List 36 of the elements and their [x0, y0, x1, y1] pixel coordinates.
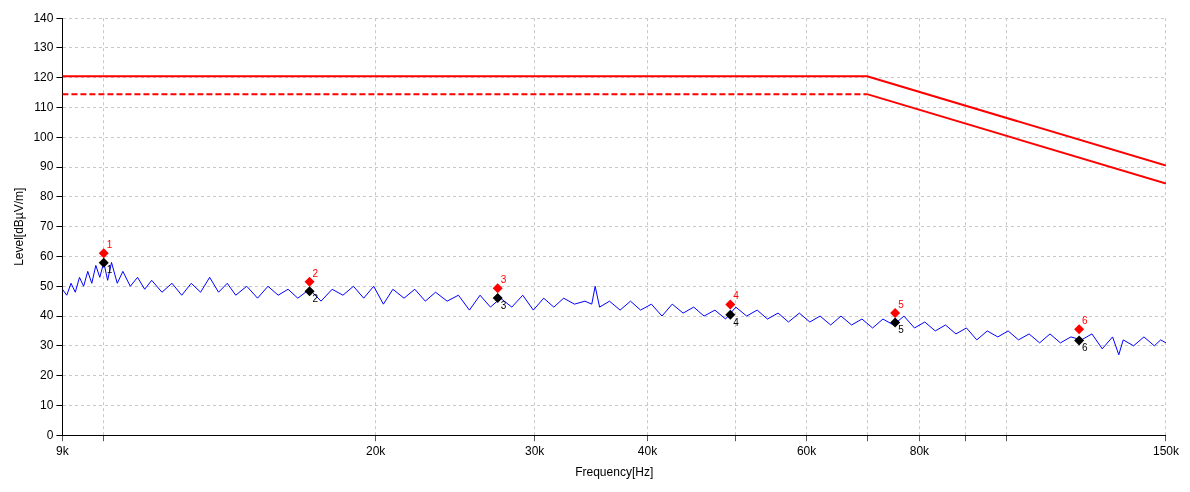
y-tick-label: 110 [34, 99, 54, 114]
x-axis-title: Frequency[Hz] [575, 465, 654, 480]
annotation: 3 [500, 299, 507, 311]
y-tick-label: 90 [40, 159, 54, 174]
y-tick-label: 0 [46, 427, 54, 442]
annotation: 2 [312, 293, 319, 305]
x-tick-label: 80k [909, 443, 931, 458]
x-tick-label: 20k [365, 443, 387, 458]
annotation: 3 [500, 274, 507, 286]
y-tick-label: 140 [33, 10, 54, 25]
annotation: 5 [898, 298, 905, 310]
y-tick-label: 100 [33, 129, 54, 144]
annotation: 4 [733, 316, 740, 328]
x-tick-label: 9k [56, 443, 70, 458]
y-tick-label: 50 [40, 278, 54, 293]
annotation: 5 [898, 324, 905, 336]
y-tick-label: 60 [40, 248, 54, 263]
y-tick-label: 130 [33, 40, 54, 55]
x-tick-label: 150k [1152, 443, 1180, 458]
annotation: 4 [733, 290, 740, 302]
x-tick-label: 40k [637, 443, 659, 458]
y-tick-label: 10 [40, 397, 54, 412]
y-tick-label: 40 [40, 308, 54, 323]
annotation: 6 [1082, 342, 1089, 354]
annotation: 2 [312, 267, 319, 279]
y-tick-label: 70 [40, 219, 54, 234]
annotation: 6 [1082, 314, 1089, 326]
y-tick-label: 120 [33, 70, 54, 85]
x-tick-label: 60k [796, 443, 818, 458]
annotation: 1 [106, 238, 113, 250]
y-tick-label: 30 [40, 338, 54, 353]
y-tick-label: 20 [40, 367, 54, 382]
annotation: 1 [106, 264, 113, 276]
y-tick-label: 80 [40, 189, 54, 204]
x-tick-label: 30k [525, 443, 546, 458]
y-axis-title: Level[dBµV/m] [11, 187, 26, 266]
